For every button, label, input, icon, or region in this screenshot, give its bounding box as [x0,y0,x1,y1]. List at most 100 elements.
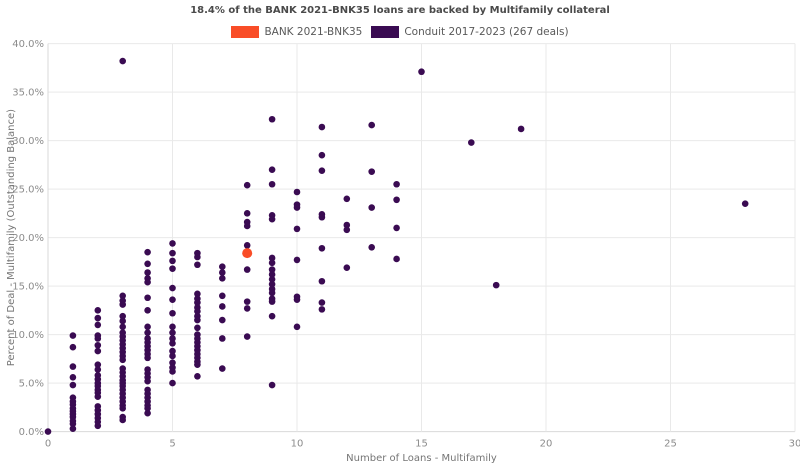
data-point-conduit[interactable] [69,332,77,339]
data-point-conduit[interactable] [119,301,126,308]
data-point-conduit[interactable] [243,266,251,273]
data-point-conduit[interactable] [144,329,151,336]
data-point-conduit[interactable] [318,123,326,131]
data-point-conduit[interactable] [194,361,201,368]
data-point-conduit[interactable] [268,180,276,188]
data-point-conduit[interactable] [169,347,176,355]
data-point-conduit[interactable] [268,298,276,305]
data-point-conduit[interactable] [318,299,326,306]
data-point-conduit[interactable] [144,278,151,286]
data-point-conduit[interactable] [144,323,151,331]
data-point-conduit[interactable] [243,210,251,217]
data-point-conduit[interactable] [219,292,226,300]
data-point-conduit[interactable] [94,335,102,342]
data-point-conduit[interactable] [94,366,102,373]
data-point-conduit[interactable] [169,284,176,292]
data-point-conduit[interactable] [44,428,52,435]
data-point-conduit[interactable] [169,329,176,336]
data-point-conduit[interactable] [343,226,351,234]
data-point-conduit[interactable] [219,303,226,310]
data-point-conduit[interactable] [268,115,276,123]
data-point-conduit[interactable] [144,377,151,385]
data-point-conduit[interactable] [268,266,276,273]
data-point-conduit[interactable] [94,347,102,355]
data-point-conduit[interactable] [268,312,276,320]
data-point-conduit[interactable] [219,269,226,276]
data-point-conduit[interactable] [268,254,276,262]
data-point-conduit[interactable] [119,323,126,331]
data-point-conduit[interactable] [69,373,77,381]
data-point-conduit[interactable] [219,263,226,271]
data-point-conduit[interactable] [219,335,226,342]
data-point-conduit[interactable] [119,317,126,325]
data-point-conduit[interactable] [119,292,126,300]
data-point-conduit[interactable] [169,379,176,387]
data-point-conduit[interactable] [243,181,251,189]
data-point-conduit[interactable] [343,195,351,203]
data-point-conduit[interactable] [169,296,176,303]
data-point-conduit[interactable] [268,259,276,267]
data-point-conduit[interactable] [144,307,151,314]
data-point-conduit[interactable] [119,57,126,65]
data-point-conduit[interactable] [194,253,201,261]
data-point-conduit[interactable] [194,324,201,332]
data-point-conduit[interactable] [243,242,251,249]
data-point-conduit[interactable] [69,363,77,370]
data-point-conduit[interactable] [268,166,276,173]
data-point-conduit[interactable] [144,248,151,256]
data-point-conduit[interactable] [194,261,201,269]
data-point-conduit[interactable] [144,409,151,417]
data-point-bank[interactable] [242,248,253,259]
data-point-conduit[interactable] [194,308,201,315]
data-point-conduit[interactable] [293,256,301,264]
data-point-conduit[interactable] [318,151,326,159]
data-point-conduit[interactable] [219,316,226,324]
data-point-conduit[interactable] [169,323,176,331]
data-point-conduit[interactable] [169,340,176,347]
data-point-conduit[interactable] [517,125,525,133]
data-point-conduit[interactable] [144,260,151,268]
data-point-conduit[interactable] [144,354,151,362]
data-point-conduit[interactable] [318,167,326,174]
data-point-conduit[interactable] [368,168,376,175]
data-point-conduit[interactable] [119,416,126,424]
legend-item-conduit[interactable]: Conduit 2017-2023 (267 deals) [371,26,569,38]
data-point-conduit[interactable] [144,269,151,276]
data-point-conduit[interactable] [94,393,102,400]
data-point-conduit[interactable] [169,359,176,367]
data-point-conduit[interactable] [293,296,301,303]
data-point-conduit[interactable] [418,68,425,76]
data-point-conduit[interactable] [741,200,749,207]
data-point-conduit[interactable] [468,139,475,146]
data-point-conduit[interactable] [243,298,251,305]
data-point-conduit[interactable] [119,312,126,320]
data-point-conduit[interactable] [268,215,276,223]
data-point-conduit[interactable] [69,420,77,428]
data-point-conduit[interactable] [393,196,400,204]
data-point-conduit[interactable] [393,224,400,232]
data-point-conduit[interactable] [169,368,176,375]
data-point-conduit[interactable] [368,244,376,251]
data-point-conduit[interactable] [268,271,276,278]
data-point-conduit[interactable] [169,257,176,265]
data-point-conduit[interactable] [94,341,102,349]
data-point-conduit[interactable] [492,281,500,289]
data-point-conduit[interactable] [69,425,77,432]
data-point-conduit[interactable] [343,264,351,271]
data-point-conduit[interactable] [94,321,102,329]
data-point-conduit[interactable] [119,356,126,364]
data-point-conduit[interactable] [243,305,251,312]
legend-item-bank[interactable]: BANK 2021-BNK35 [231,26,362,38]
data-point-conduit[interactable] [293,204,301,211]
data-point-conduit[interactable] [69,343,77,351]
data-point-conduit[interactable] [119,405,126,412]
data-point-conduit[interactable] [268,276,276,283]
data-point-conduit[interactable] [219,365,226,372]
data-point-conduit[interactable] [393,180,400,188]
data-point-conduit[interactable] [169,335,176,342]
data-point-conduit[interactable] [169,352,176,360]
data-point-conduit[interactable] [194,290,201,298]
data-point-conduit[interactable] [219,275,226,282]
data-point-conduit[interactable] [169,249,176,257]
data-point-conduit[interactable] [194,299,201,306]
